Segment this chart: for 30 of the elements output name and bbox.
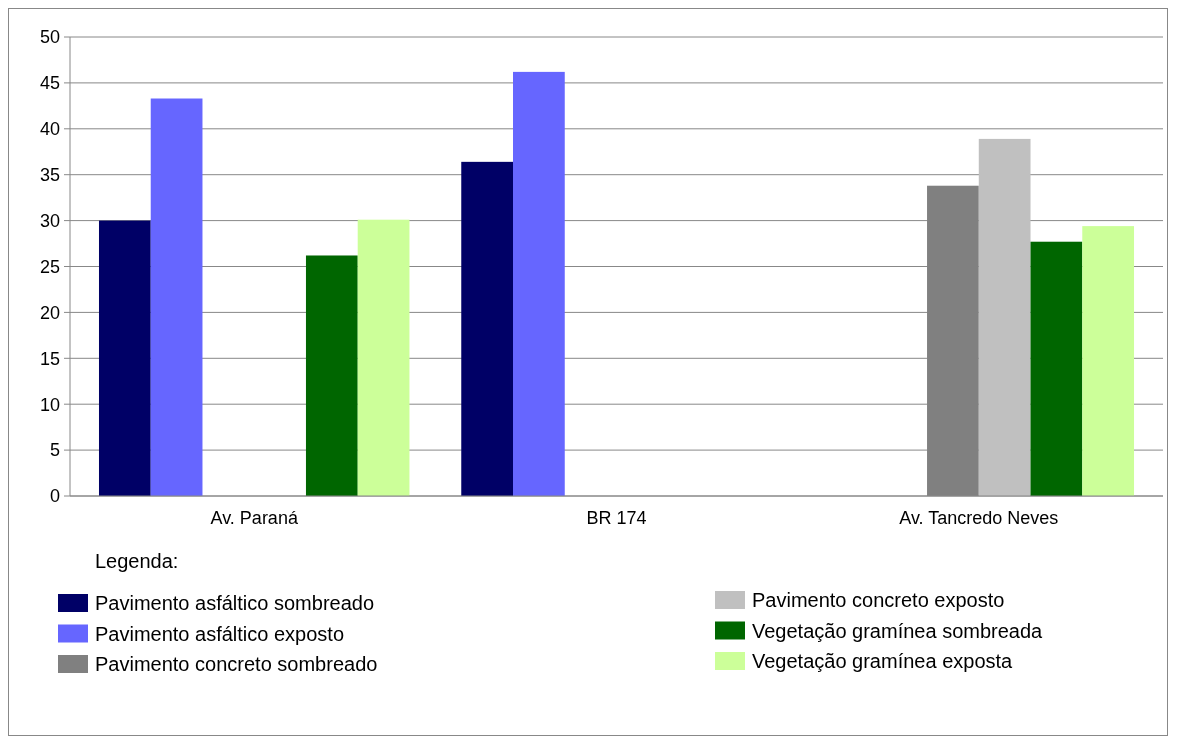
legend-label: Pavimento asfáltico sombreado [95,592,375,614]
x-tick-label: Av. Tancredo Neves [899,508,1059,528]
legend-label: Pavimento concreto exposto [752,589,1005,611]
bar [513,71,565,496]
legend-title: Legenda: [95,550,179,572]
bar [461,161,514,496]
y-tick-label: 5 [49,440,60,461]
bar [978,138,1031,496]
y-tick-label: 15 [39,348,60,369]
x-tick-label: BR 174 [586,508,647,528]
legend-label: Pavimento concreto sombreado [95,653,378,675]
x-tick-label: Av. Paraná [210,508,299,528]
bar [1030,241,1083,496]
y-tick-label: 35 [39,165,60,185]
y-tick-label: 10 [39,394,60,415]
bar [98,220,151,496]
bar [357,219,410,496]
y-tick-label: 45 [39,73,60,94]
y-tick-label: 20 [39,302,60,323]
legend-label: Vegetação gramínea sombreada [752,619,1044,642]
y-tick-label: 50 [39,27,60,48]
bar [1082,226,1135,496]
y-tick-label: 30 [39,210,60,231]
bar [305,255,358,496]
y-tick-label: 25 [39,256,60,277]
y-tick-label: 0 [49,486,60,507]
legend-label: Vegetação gramínea exposta [752,650,1014,672]
y-tick-label: 40 [39,119,60,140]
bar [150,98,203,496]
legend-label: Pavimento asfáltico exposto [95,622,345,645]
